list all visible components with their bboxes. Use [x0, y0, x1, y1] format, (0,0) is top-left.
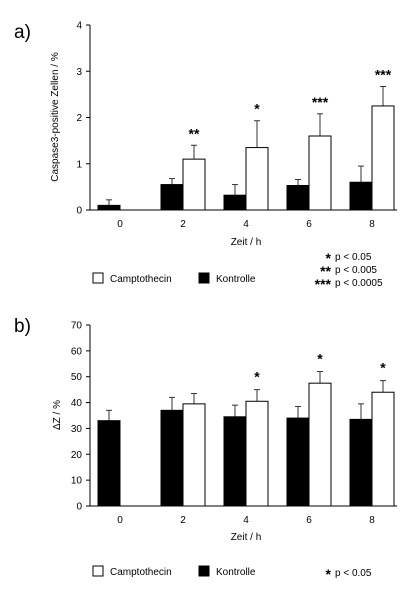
bar-camptothecin	[245, 400, 269, 507]
significance-star: **	[189, 125, 200, 141]
significance-legend-text: p < 0.05	[335, 568, 372, 579]
bar-kontrolle	[349, 418, 373, 507]
legend-swatch-kontrolle	[198, 565, 210, 577]
bar-kontrolle	[160, 184, 184, 211]
x-tick-label: 8	[369, 219, 375, 230]
x-tick-label: 2	[180, 515, 186, 526]
bar-camptothecin	[245, 147, 269, 211]
legend-label-kontrolle: Kontrolle	[216, 274, 256, 285]
bar-kontrolle	[97, 420, 121, 507]
bar-camptothecin	[371, 105, 395, 211]
bar-kontrolle	[286, 417, 310, 507]
x-tick-label: 2	[180, 219, 186, 230]
significance-star: *	[254, 369, 260, 385]
y-axis-title: Caspase3-positive Zellen / %	[50, 52, 61, 182]
bar-kontrolle	[349, 181, 373, 211]
significance-star: ***	[375, 67, 392, 83]
legend-label-kontrolle: Kontrolle	[216, 567, 256, 578]
x-tick-label: 4	[243, 219, 249, 230]
significance-legend-text: p < 0.005	[335, 265, 377, 276]
chart-panel-b: b) 0 10 20 30 40 50 60 70 0 2 4 6 8 Zeit / h ΔZ / % * * * C…	[14, 316, 397, 582]
significance-legend-stars: ***	[315, 276, 332, 292]
panel-label: a)	[14, 22, 31, 43]
y-tick-label: 4	[76, 21, 82, 32]
y-tick-label: 10	[71, 476, 83, 487]
y-tick-label: 50	[71, 372, 83, 383]
y-tick-label: 60	[71, 346, 83, 357]
y-tick-label: 2	[76, 113, 82, 124]
y-tick-label: 0	[76, 502, 82, 513]
y-tick-label: 70	[71, 321, 83, 332]
legend-swatch-camptothecin	[92, 565, 104, 577]
significance-legend-text: p < 0.05	[335, 252, 372, 263]
bar-kontrolle	[97, 204, 121, 211]
legend-label-camptothecin: Camptothecin	[110, 274, 172, 285]
x-axis-title: Zeit / h	[231, 237, 262, 248]
legend-label-camptothecin: Camptothecin	[110, 567, 172, 578]
chart-panel-a: a) 0 1 2 3 4 0 2 4 6 8 Zeit / h Caspase3-positive Ze…	[14, 21, 397, 292]
y-tick-label: 20	[71, 450, 83, 461]
significance-star: *	[254, 101, 260, 117]
x-tick-label: 0	[117, 219, 123, 230]
bar-camptothecin	[308, 382, 332, 507]
y-tick-label: 30	[71, 424, 83, 435]
significance-legend-stars: *	[326, 566, 332, 582]
x-tick-label: 6	[306, 515, 312, 526]
bar-camptothecin	[371, 391, 395, 507]
bar-camptothecin	[308, 135, 332, 211]
x-tick-label: 4	[243, 515, 249, 526]
bar-kontrolle	[223, 194, 247, 211]
legend-swatch-kontrolle	[198, 272, 210, 284]
x-tick-label: 0	[117, 515, 123, 526]
bar-camptothecin	[182, 403, 206, 507]
y-tick-label: 1	[76, 159, 82, 170]
bar-kontrolle	[223, 416, 247, 507]
x-tick-label: 6	[306, 219, 312, 230]
y-tick-label: 0	[76, 206, 82, 217]
significance-legend-text: p < 0.0005	[335, 278, 383, 289]
y-axis-title: ΔZ / %	[52, 400, 63, 430]
y-tick-label: 3	[76, 67, 82, 78]
panel-label: b)	[14, 316, 31, 337]
bar-kontrolle	[160, 409, 184, 507]
legend-swatch-camptothecin	[92, 272, 104, 284]
significance-legend-stars: **	[320, 263, 331, 279]
significance-star: *	[380, 360, 386, 376]
significance-star: ***	[312, 94, 329, 110]
x-axis-title: Zeit / h	[231, 532, 262, 543]
x-tick-label: 8	[369, 515, 375, 526]
y-tick-label: 40	[71, 398, 83, 409]
bar-camptothecin	[182, 158, 206, 211]
significance-legend-stars: *	[326, 250, 332, 266]
significance-star: *	[317, 351, 323, 367]
bar-kontrolle	[286, 184, 310, 211]
